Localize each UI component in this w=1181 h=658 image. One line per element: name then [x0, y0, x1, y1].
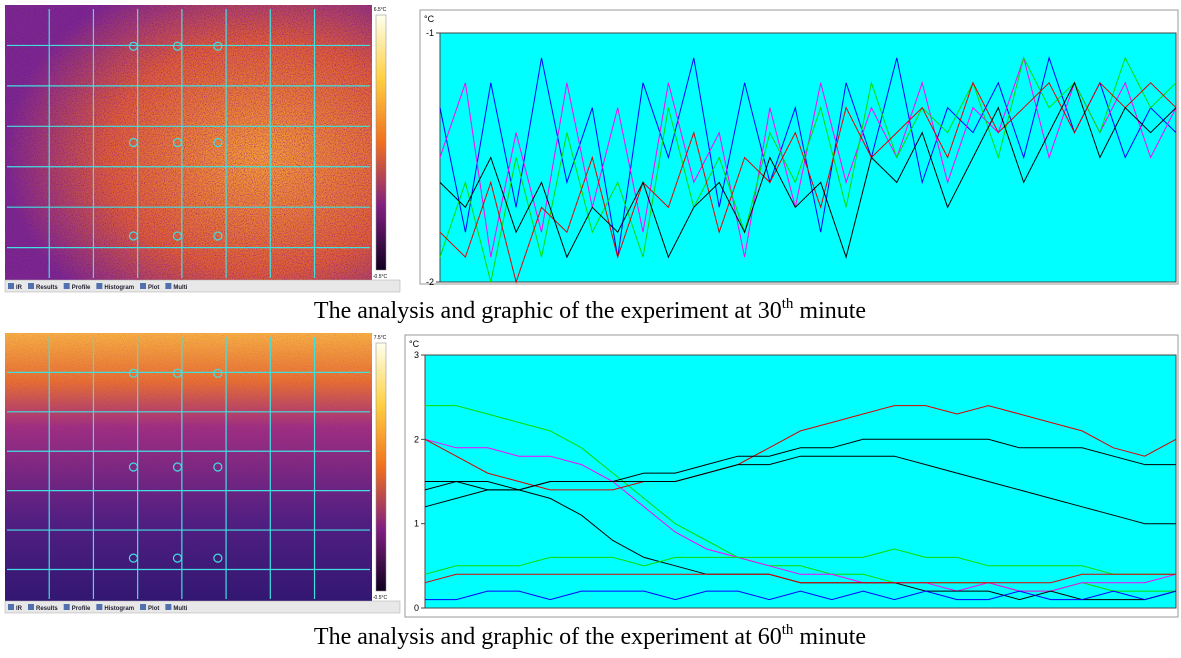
overlay-point [213, 462, 223, 472]
tab-icon [8, 604, 14, 610]
overlay-point [172, 462, 183, 472]
tab-icon [96, 283, 103, 289]
toolbar-tab[interactable]: Profile [72, 285, 91, 291]
overlay-point [172, 41, 183, 51]
overlay-point [213, 137, 223, 148]
toolbar-tab[interactable]: IR [16, 606, 23, 612]
overlay-point [213, 41, 223, 51]
tab-icon [8, 283, 14, 289]
overlay-point [172, 368, 183, 378]
overlay-point [128, 462, 139, 472]
series-line [424, 548, 1176, 575]
thermal-noise [5, 5, 372, 280]
plot-area [424, 354, 1177, 609]
scale-min: -0.5°C [373, 595, 388, 601]
overlay-point [128, 137, 139, 148]
toolbar-tab[interactable]: Profile [72, 606, 91, 612]
series-line [425, 590, 1177, 601]
caption: The analysis and graphic of the experime… [314, 622, 866, 650]
tab-icon [140, 283, 147, 289]
thermal-noise [5, 333, 372, 601]
toolbar [4, 600, 401, 614]
toolbar-tab[interactable]: Histogram [104, 285, 134, 291]
y-tick-label: 3 [414, 350, 419, 360]
series-line [424, 573, 1176, 584]
toolbar-tab[interactable]: Multi [173, 606, 187, 612]
series-line [424, 405, 1177, 491]
caption-text: The analysis and graphic of the experime… [314, 298, 782, 324]
overlay-point [128, 553, 139, 563]
caption-tail: minute [793, 298, 866, 324]
overlay-point [213, 231, 223, 241]
tab-icon [165, 283, 172, 289]
tab-icon [28, 604, 34, 610]
scale-bar [375, 14, 387, 271]
scale-max: 7.5°C [374, 335, 387, 341]
caption-text: The analysis and graphic of the experime… [314, 624, 782, 650]
plot-area [439, 32, 1177, 283]
toolbar [4, 279, 401, 293]
caption-tail: minute [793, 624, 866, 650]
overlay-point [172, 231, 183, 241]
overlay-point [172, 137, 183, 148]
series-line [439, 56, 1177, 283]
overlay-point [172, 553, 183, 563]
toolbar-tab[interactable]: Results [36, 606, 58, 612]
tab-icon [165, 604, 172, 610]
toolbar-tab[interactable]: Results [36, 285, 58, 291]
tab-icon [96, 604, 103, 610]
series-line [424, 455, 1176, 525]
toolbar-tab[interactable]: Plot [148, 285, 159, 291]
y-tick-label: -1 [426, 28, 434, 38]
y-unit: °C [409, 339, 420, 349]
overlay-point [213, 368, 223, 378]
overlay-point [128, 231, 139, 241]
toolbar-tab[interactable]: IR [16, 285, 23, 291]
y-tick-label: 2 [414, 434, 419, 444]
scale-bar [375, 342, 387, 592]
y-tick-label: -2 [426, 277, 434, 287]
y-tick-label: 1 [414, 519, 419, 529]
toolbar-tab[interactable]: Multi [173, 285, 187, 291]
y-unit: °C [424, 14, 435, 24]
caption-sup: th [782, 296, 794, 312]
scale-min: -0.5°C [373, 274, 388, 280]
scale-max: 6.5°C [374, 7, 387, 13]
tab-icon [140, 604, 147, 610]
caption: The analysis and graphic of the experime… [314, 296, 866, 324]
overlay-point [128, 368, 139, 378]
series-line [439, 81, 1177, 284]
series-line [439, 81, 1177, 259]
overlay-point [128, 41, 139, 51]
y-tick-label: 0 [414, 603, 419, 613]
toolbar-tab[interactable]: Histogram [104, 606, 134, 612]
caption-sup: th [782, 622, 794, 638]
tab-icon [63, 604, 70, 610]
toolbar-tab[interactable]: Plot [148, 606, 159, 612]
tab-icon [63, 283, 70, 289]
tab-icon [28, 283, 34, 289]
overlay-point [213, 553, 223, 563]
